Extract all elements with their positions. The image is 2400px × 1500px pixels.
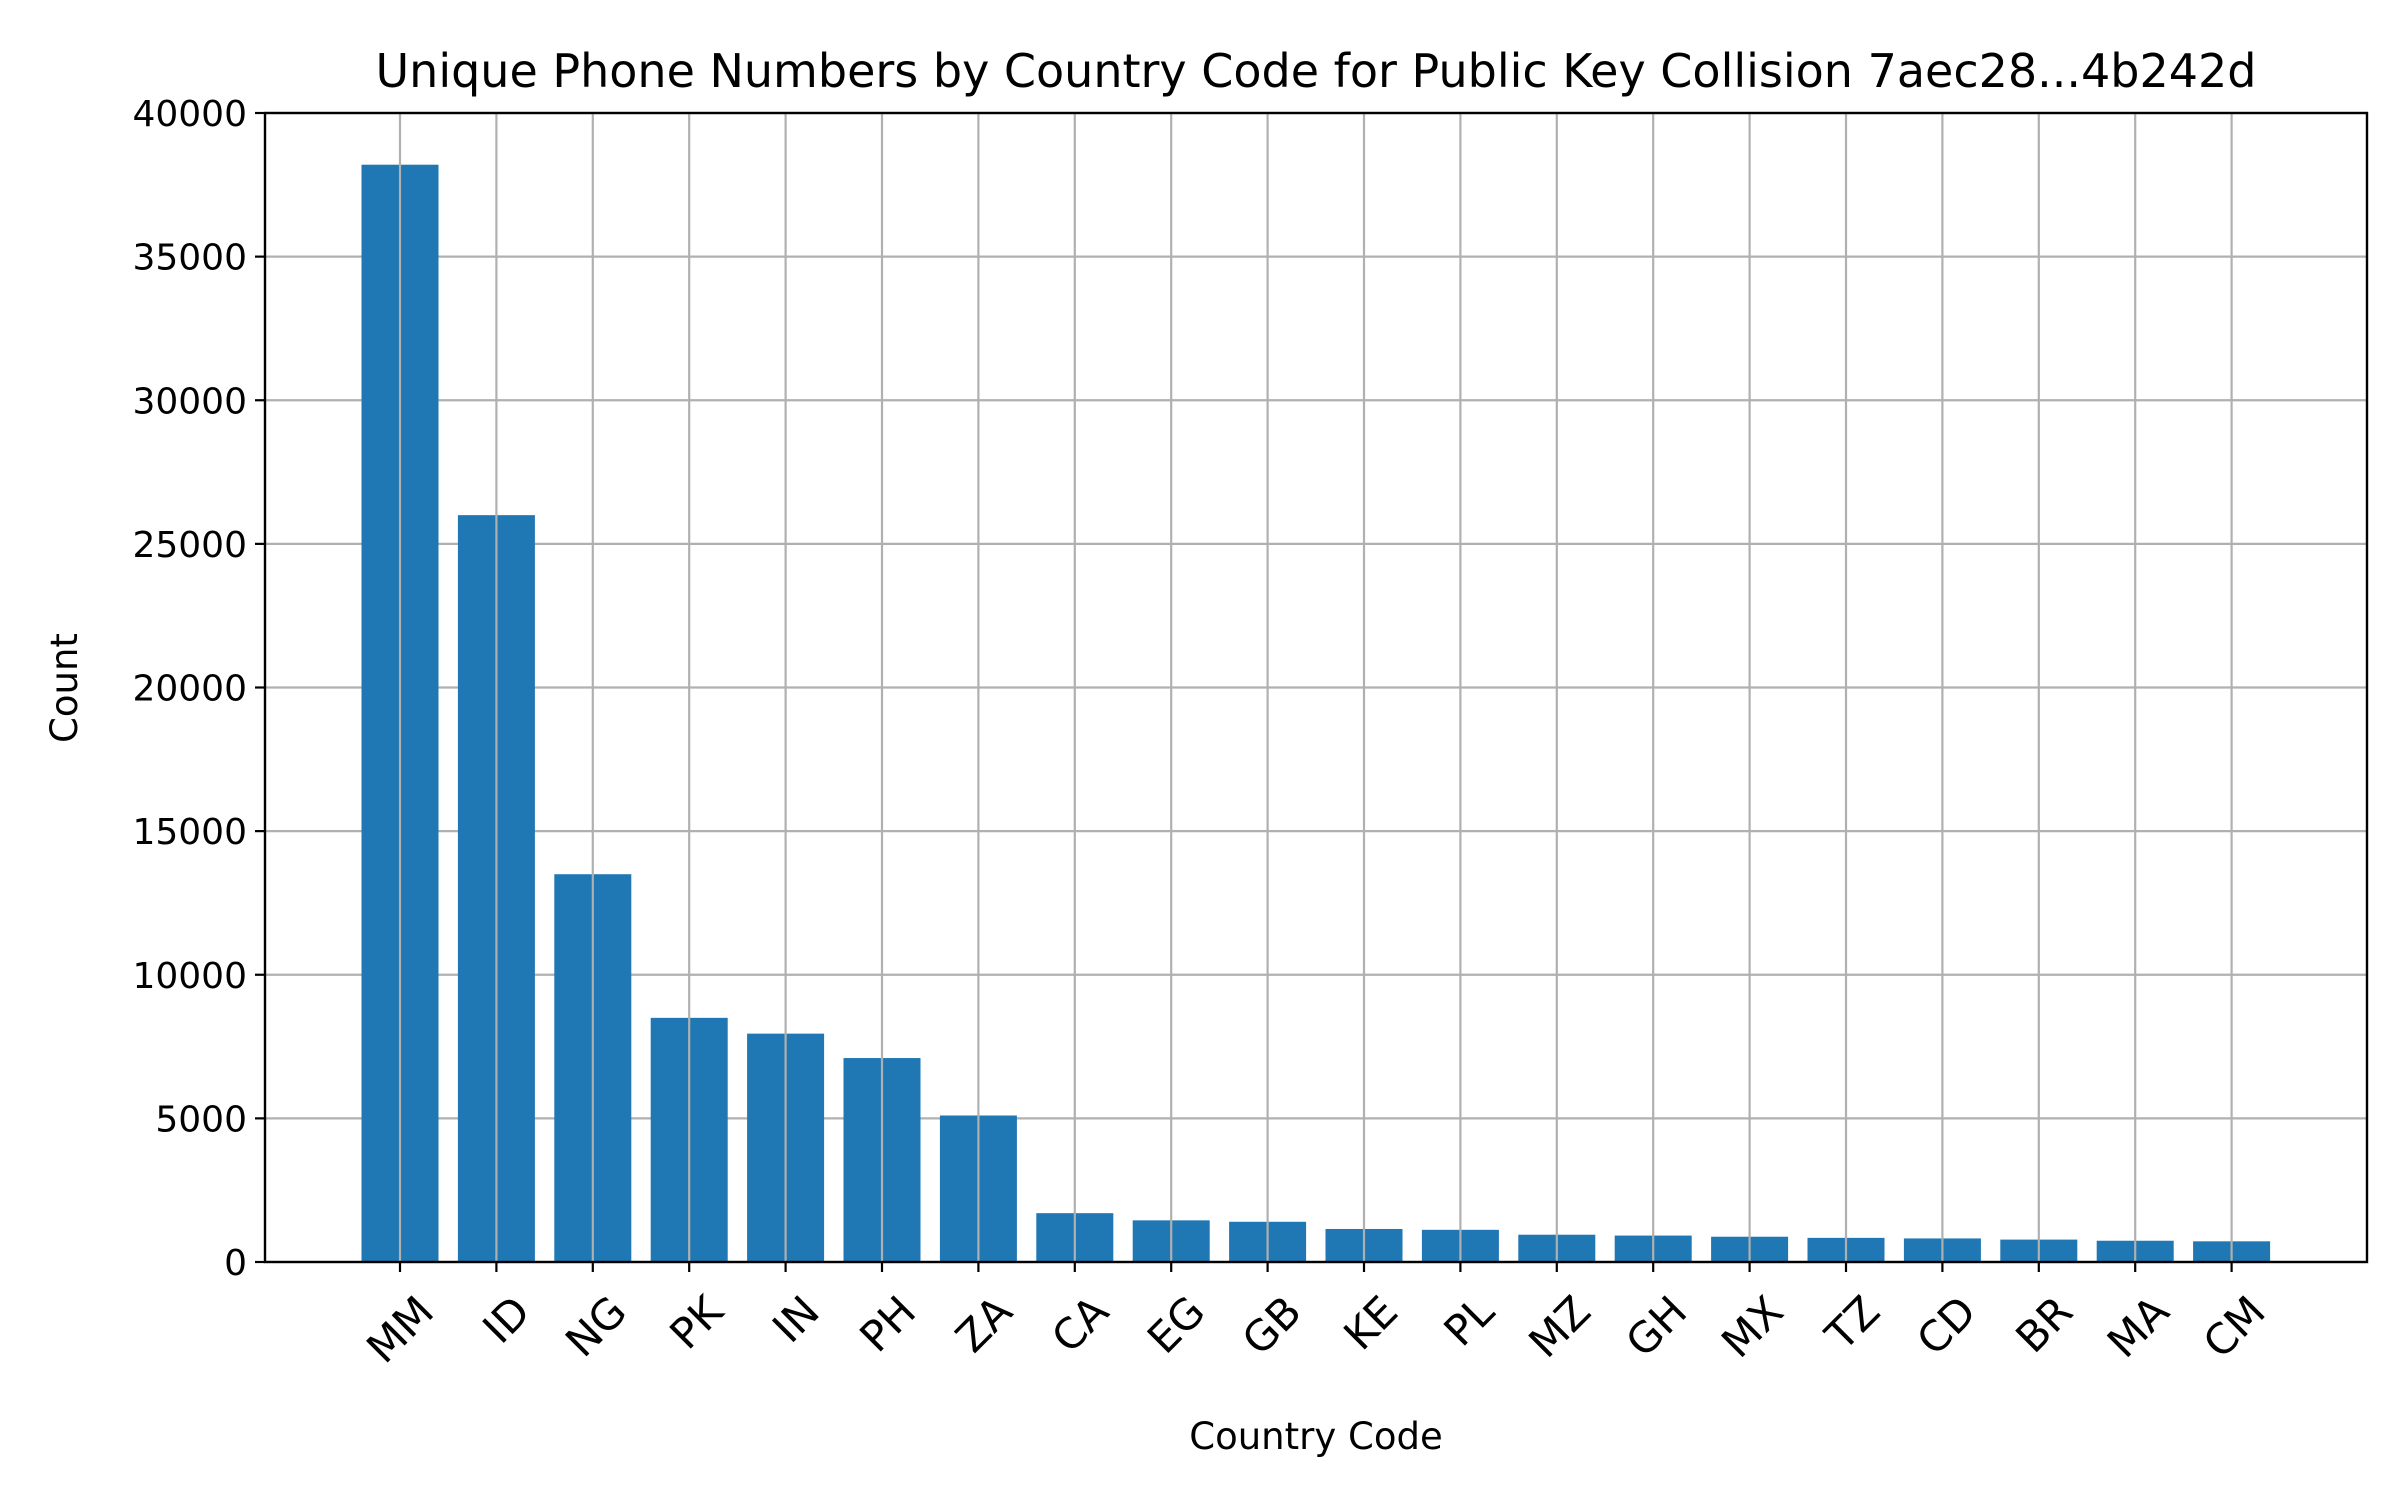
chart-title: Unique Phone Numbers by Country Code for… [376,44,2257,98]
x-tick-label: ID [473,1286,539,1352]
x-tick-label: CA [1042,1286,1118,1362]
x-tick-label: ZA [946,1286,1021,1361]
y-axis-label: Count [43,633,86,743]
x-tick-label: BR [2006,1286,2082,1362]
x-tick-label: TZ [1815,1286,1889,1360]
y-tick-label: 0 [224,1243,247,1284]
y-tick-label: 25000 [132,525,247,566]
x-tick-label: IN [763,1286,829,1352]
bars [361,164,2271,1263]
x-tick-label: CM [2194,1286,2275,1367]
y-tick-label: 5000 [155,1099,247,1140]
x-axis-label: Country Code [1189,1415,1442,1458]
x-tick-label: GH [1616,1286,1696,1366]
x-tick-label: CD [1907,1286,1985,1364]
x-tick-label: MZ [1519,1286,1600,1367]
vertical-grid [398,113,2233,1262]
x-tick-label: MX [1712,1286,1793,1367]
x-tick-label: EG [1138,1286,1214,1362]
x-tick-label: PH [850,1286,925,1361]
x-tick-label: GB [1233,1286,1311,1364]
y-tick-label: 20000 [132,669,247,710]
y-tick-label: 15000 [132,812,247,853]
y-tick-label: 35000 [132,238,247,279]
x-tick-label: KE [1334,1286,1407,1359]
y-tick-label: 10000 [132,956,247,997]
x-tick-label: PL [1434,1286,1504,1356]
x-tick-label: MM [357,1286,443,1372]
x-tick-label: PK [660,1285,733,1358]
x-tick-label: MA [2098,1286,2179,1367]
ticks: 0 5000 10000 15000 20000 25000 30000 35000 40000… [132,94,2274,1372]
y-tick-label: 30000 [132,381,247,422]
y-tick-label: 40000 [132,94,247,135]
x-tick-label: NG [556,1286,636,1366]
